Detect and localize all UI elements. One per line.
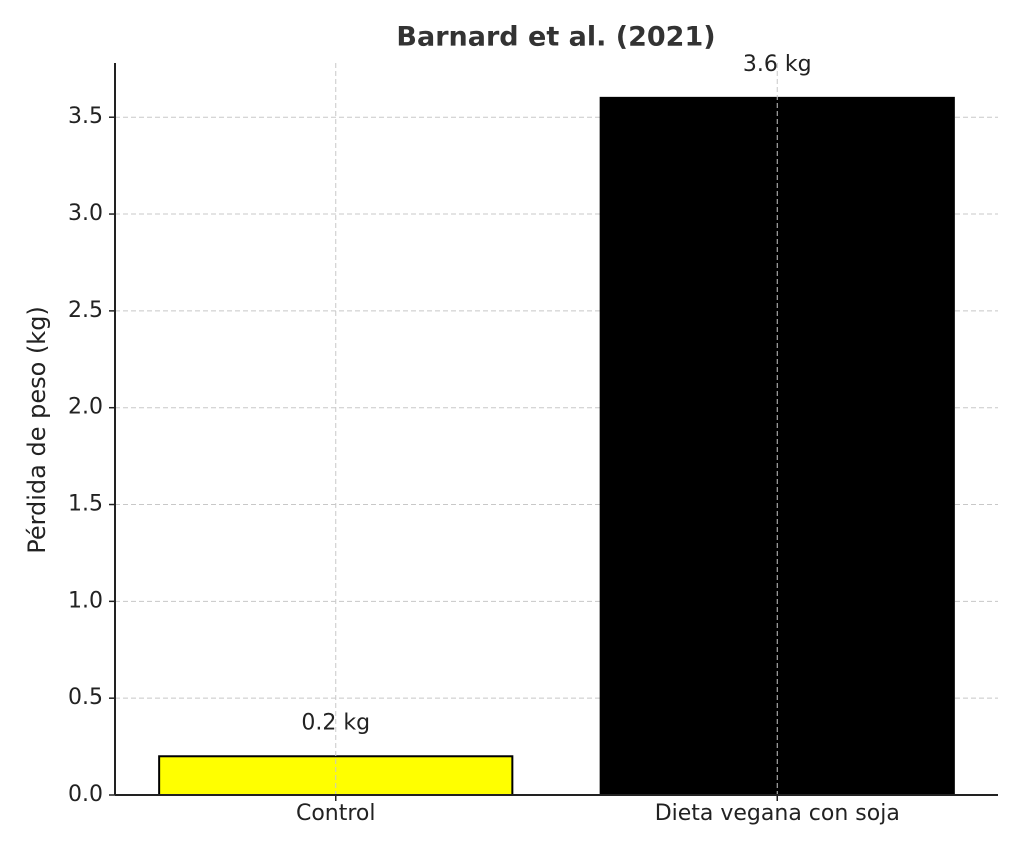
y-tick-label: 1.0 <box>68 588 103 613</box>
value-label: 3.6 kg <box>743 52 812 77</box>
y-tick-label: 2.0 <box>68 395 103 420</box>
bar <box>599 96 955 797</box>
y-tick-label: 3.0 <box>68 201 103 226</box>
y-axis-label: Pérdida de peso (kg) <box>23 306 51 554</box>
x-tick-label: Dieta vegana con soja <box>655 801 900 826</box>
chart-title: Barnard et al. (2021) <box>396 22 715 53</box>
y-tick-label: 0.5 <box>68 685 103 710</box>
y-tick-label: 0.0 <box>68 782 103 807</box>
x-tick-label: Control <box>296 801 376 826</box>
y-tick-label: 2.5 <box>68 298 103 323</box>
y-tick-label: 1.5 <box>68 492 103 517</box>
y-tick-label: 3.5 <box>68 104 103 129</box>
value-label: 0.2 kg <box>301 710 370 735</box>
